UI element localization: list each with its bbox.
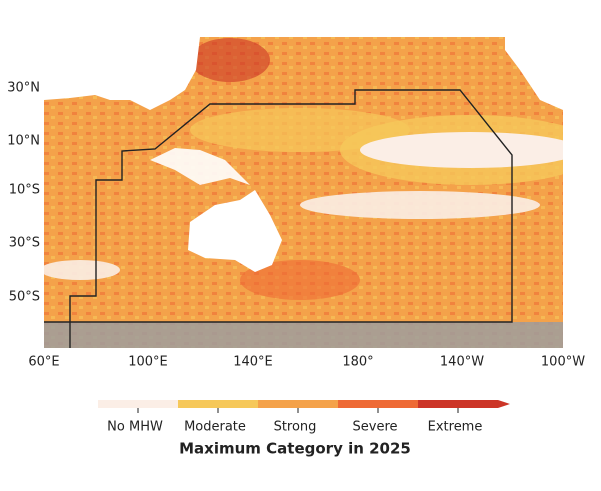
lon-label: 100°E xyxy=(128,355,168,370)
lat-label: 50°S xyxy=(9,290,40,305)
lon-label: 60°E xyxy=(28,355,59,370)
legend-swatch xyxy=(258,400,338,408)
lon-label: 140°W xyxy=(440,355,484,370)
legend-swatch xyxy=(418,400,510,408)
legend-swatch xyxy=(98,400,178,408)
lat-label: 30°N xyxy=(7,81,40,96)
lat-label: 30°S xyxy=(9,236,40,251)
legend-label: Severe xyxy=(353,420,398,435)
legend-label: No MHW xyxy=(107,420,163,435)
lat-label: 10°S xyxy=(9,183,40,198)
legend-swatch xyxy=(178,400,258,408)
lon-label: 100°W xyxy=(541,355,585,370)
lon-label: 180° xyxy=(342,355,373,370)
legend-label: Extreme xyxy=(428,420,483,435)
legend: No MHW Moderate Strong Severe Extreme xyxy=(98,400,510,435)
lat-label: 10°N xyxy=(7,134,40,149)
map-area xyxy=(44,37,563,348)
lon-labels: 60°E 100°E 140°E 180° 140°W 100°W xyxy=(28,355,585,370)
legend-label: Strong xyxy=(274,420,317,435)
legend-title: Maximum Category in 2025 xyxy=(179,440,411,458)
lat-labels: 30°N 10°N 10°S 30°S 50°S xyxy=(7,81,40,305)
legend-swatch xyxy=(338,400,418,408)
lon-label: 140°E xyxy=(233,355,273,370)
legend-label: Moderate xyxy=(184,420,246,435)
